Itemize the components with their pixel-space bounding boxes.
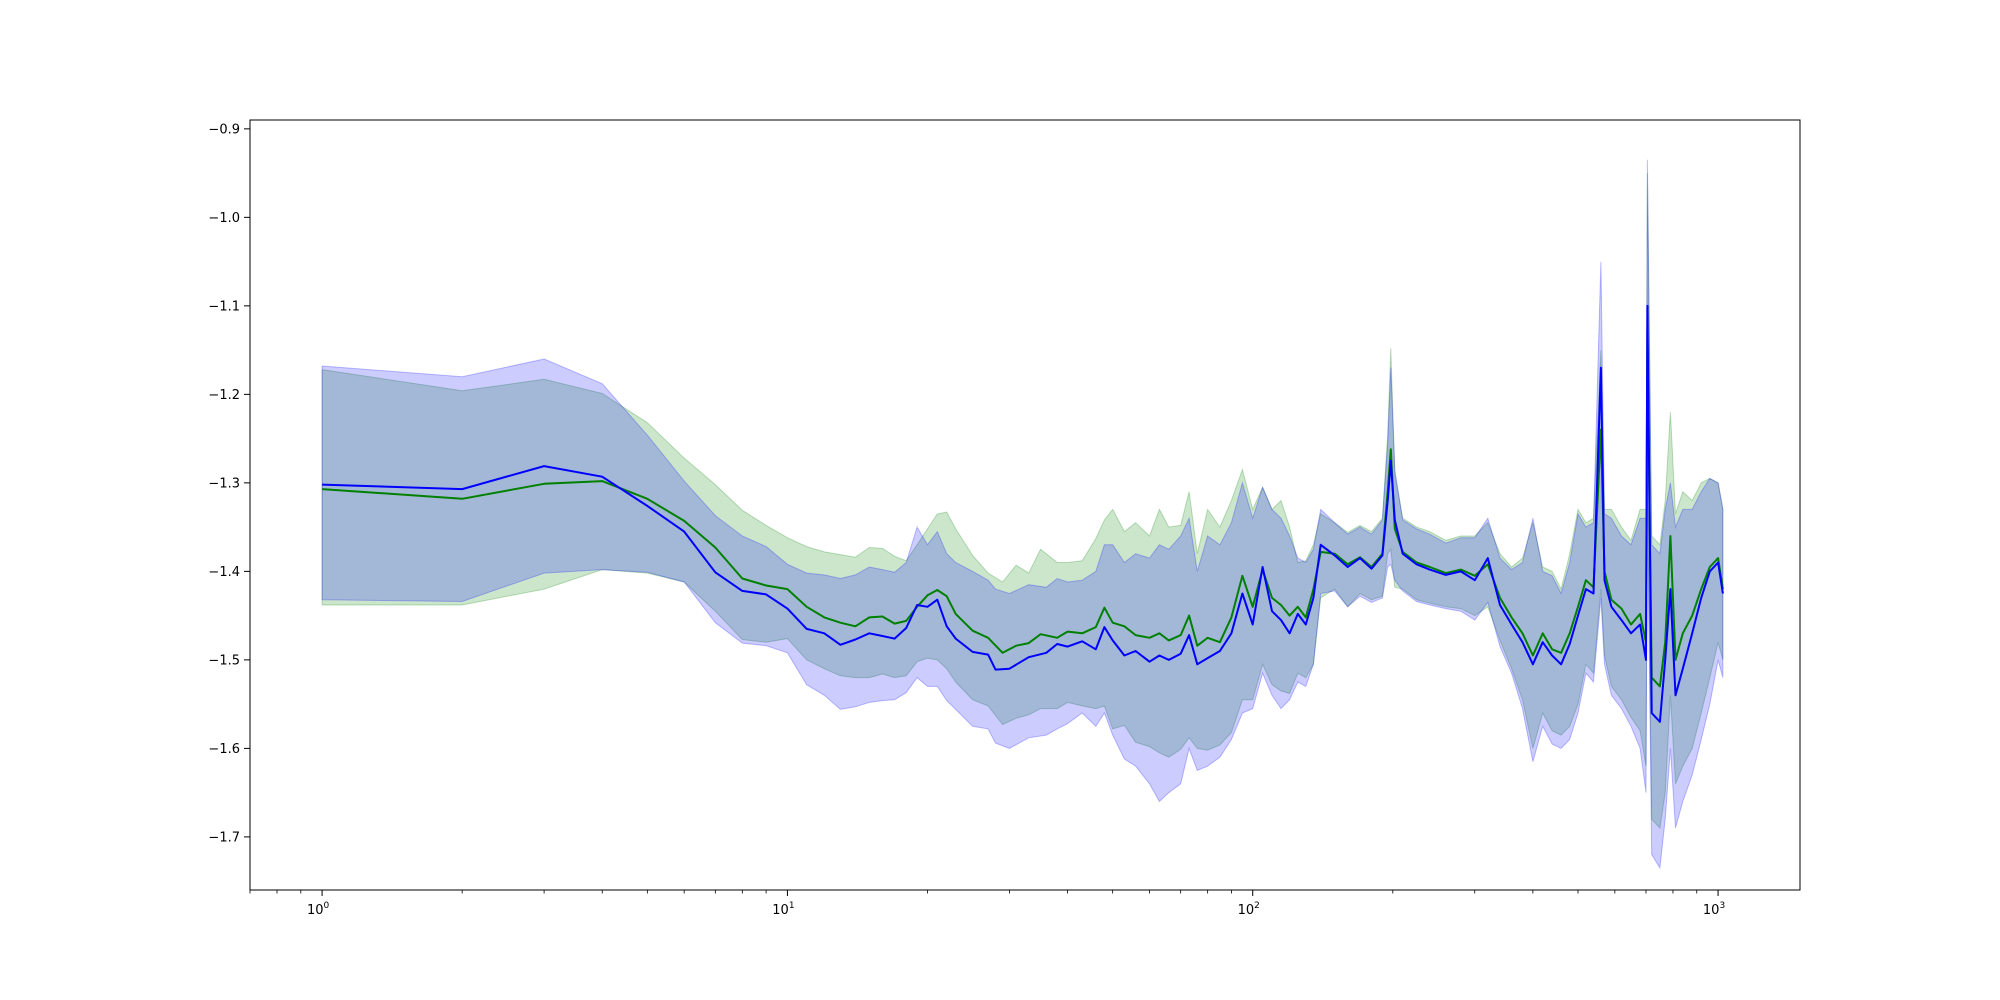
y-tick-label: −1.5 (208, 653, 240, 668)
y-tick-label: −1.7 (208, 830, 240, 845)
x-tick-label: 102 (1238, 901, 1260, 918)
confidence-bands (321, 159, 1724, 870)
band-series-2 (321, 159, 1724, 870)
y-tick-label: −1.0 (208, 211, 240, 226)
y-tick-label: −1.1 (208, 299, 240, 314)
plot-frame (249, 119, 1801, 891)
band-series-1 (321, 173, 1724, 830)
y-tick-label: −1.6 (208, 742, 240, 757)
y-tick-label: −1.2 (208, 388, 240, 403)
line-series-1 (322, 331, 1724, 688)
y-tick-label: −1.4 (208, 565, 240, 580)
y-tick-label: −1.3 (208, 476, 240, 491)
line-series-2 (322, 304, 1724, 723)
y-axis: −0.9 −1.0 −1.1 −1.2 −1.3 −1.4 −1.5 −1.6 −1.7 (208, 122, 250, 845)
x-axis: 100 101 102 103 (249, 890, 1725, 918)
series-lines (322, 304, 1724, 723)
x-tick-label: 101 (772, 901, 794, 918)
x-tick-label: 103 (1703, 901, 1725, 918)
x-tick-label: 100 (307, 901, 330, 918)
y-tick-label: −0.9 (208, 122, 240, 137)
